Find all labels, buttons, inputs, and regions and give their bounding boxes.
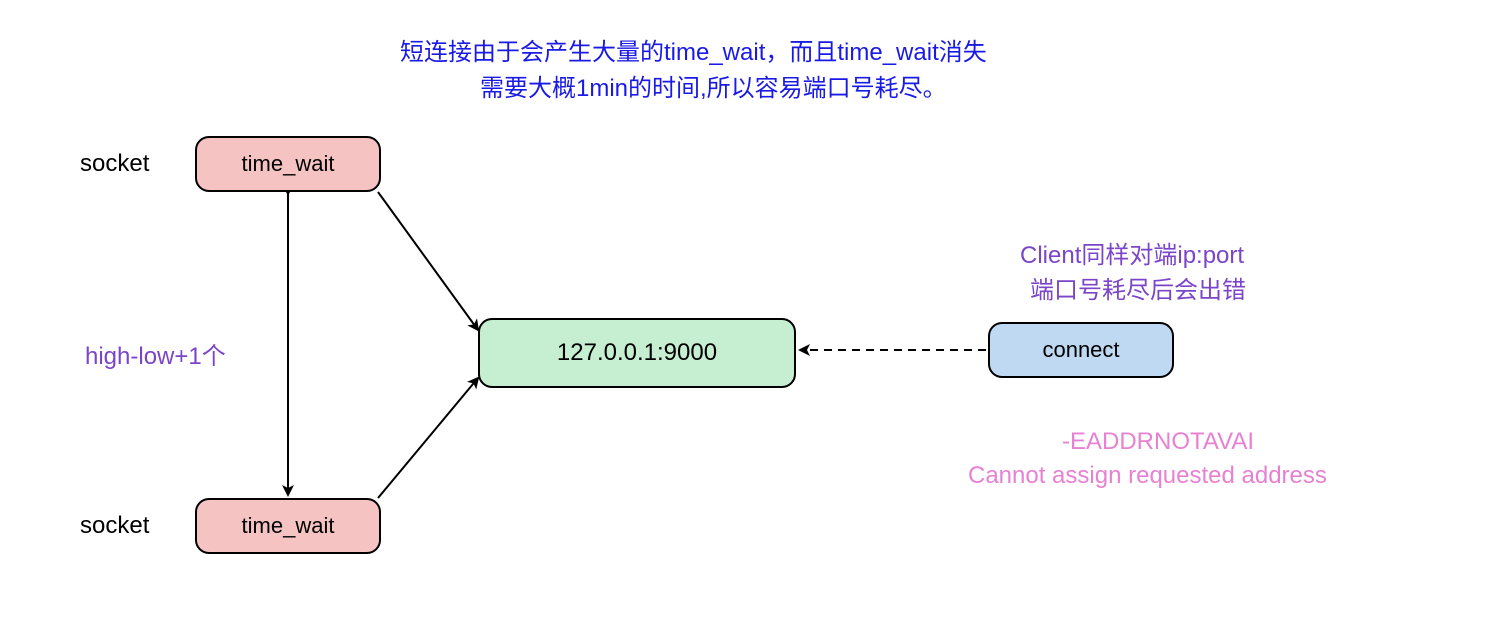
socket-bottom-side-label: socket <box>80 512 149 540</box>
edge-top-to-server <box>378 192 478 330</box>
highlow-label: high-low+1个 <box>85 336 226 371</box>
node-connect: connect <box>988 322 1174 378</box>
title-line2: 需要大概1min的时间,所以容易端口号耗尽。 <box>480 68 947 103</box>
error-note-line2: Cannot assign requested address <box>968 462 1327 490</box>
socket-top-side-label: socket <box>80 150 149 178</box>
edge-bottom-to-server <box>378 378 478 498</box>
title-line1: 短连接由于会产生大量的time_wait，而且time_wait消失 <box>400 32 987 67</box>
client-note-line2: 端口号耗尽后会出错 <box>1030 270 1246 305</box>
error-note-line1: -EADDRNOTAVAI <box>1062 428 1254 456</box>
node-server: 127.0.0.1:9000 <box>478 318 796 388</box>
node-socket-bottom: time_wait <box>195 498 381 554</box>
client-note-line1: Client同样对端ip:port <box>1020 235 1244 270</box>
node-socket-top: time_wait <box>195 136 381 192</box>
